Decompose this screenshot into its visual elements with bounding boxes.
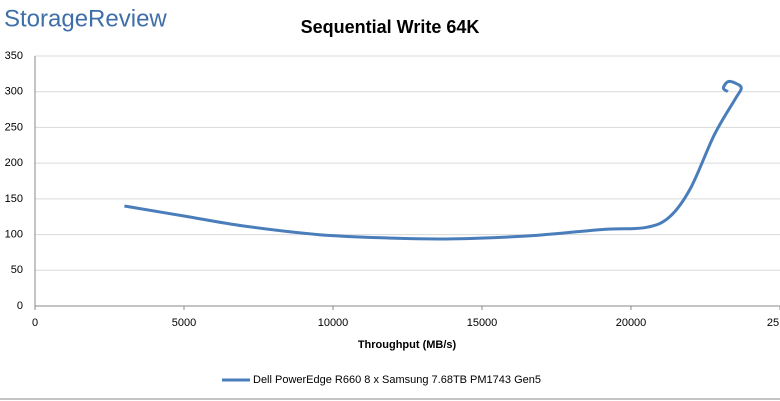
y-tick-label: 0 <box>17 300 23 312</box>
y-tick-label: 50 <box>11 264 23 276</box>
x-tick-label: 0 <box>32 317 38 329</box>
x-tick-label: 15000 <box>467 317 498 329</box>
x-tick-label: 20000 <box>616 317 647 329</box>
brand: StorageReview <box>4 5 167 32</box>
y-tick-label: 100 <box>5 228 23 240</box>
x-tick-label: 5000 <box>172 317 196 329</box>
y-tick-label: 200 <box>5 157 23 169</box>
x-tick-label: 25 <box>767 317 779 329</box>
chart-title: Sequential Write 64K <box>301 17 480 37</box>
y-tick-label: 350 <box>5 50 23 62</box>
data-line <box>124 79 743 241</box>
y-tick-label: 150 <box>5 193 23 205</box>
legend-label: Dell PowerEdge R660 8 x Samsung 7.68TB P… <box>253 374 541 386</box>
y-tick-label: 300 <box>5 86 23 98</box>
y-tick-label: 250 <box>5 121 23 133</box>
x-tick-label: 10000 <box>318 317 349 329</box>
x-axis-label: Throughput (MB/s) <box>358 339 457 351</box>
